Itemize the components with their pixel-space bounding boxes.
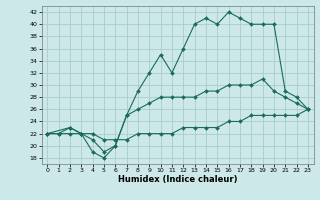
X-axis label: Humidex (Indice chaleur): Humidex (Indice chaleur) [118,175,237,184]
